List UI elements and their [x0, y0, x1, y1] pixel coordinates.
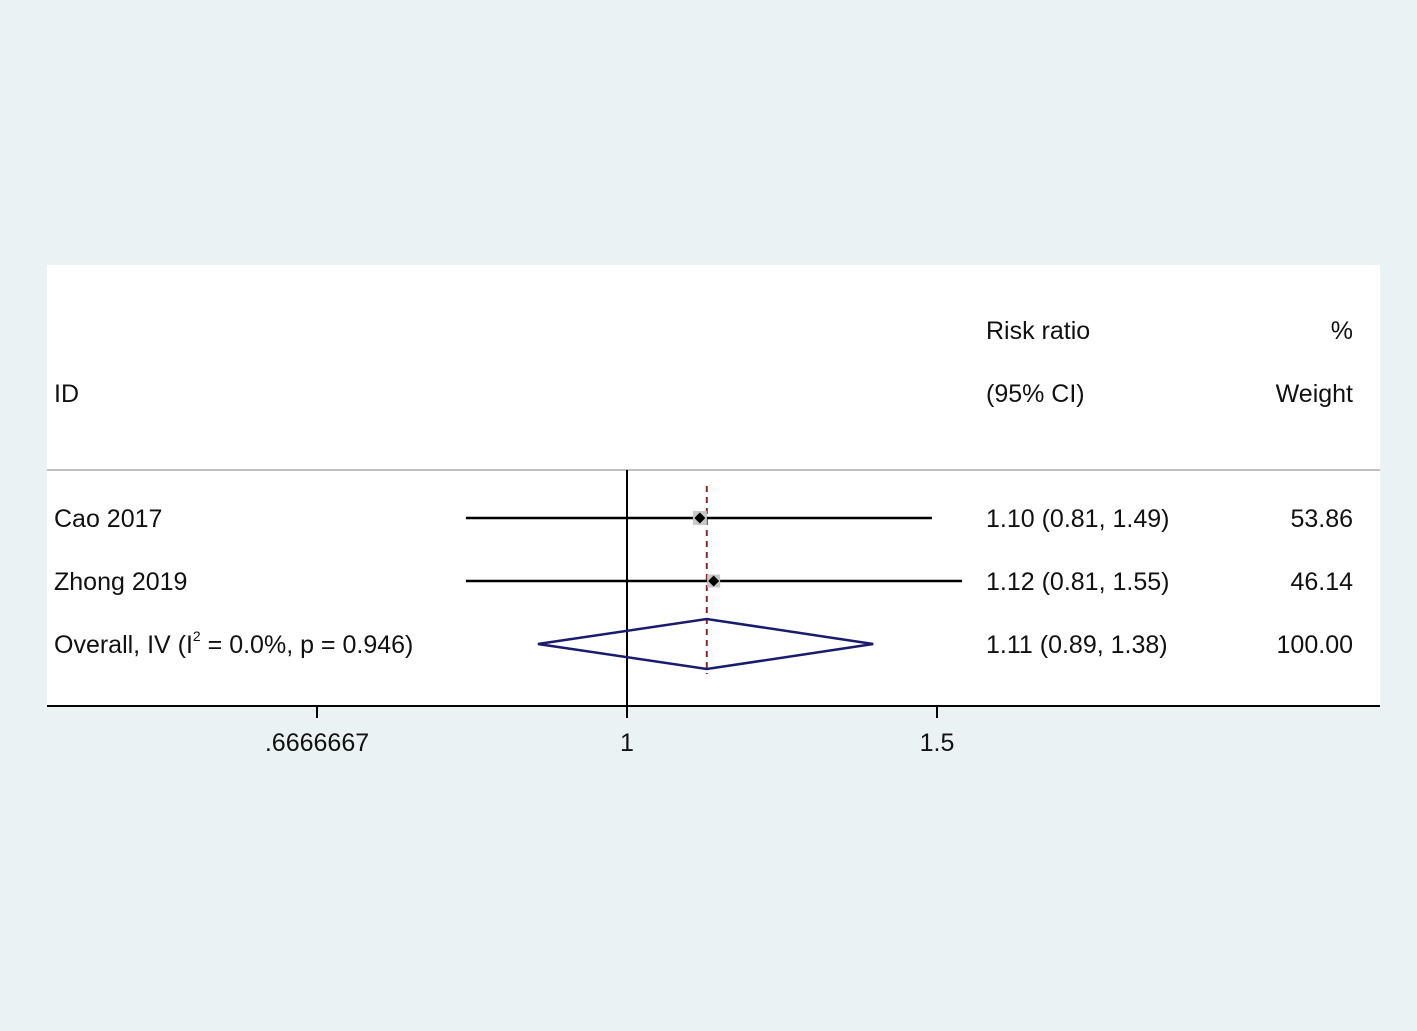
overall-group: Overall, IV (I2 = 0.0%, p = 0.946) 1.11 (… [54, 617, 1353, 671]
overall-weight-text: 100.00 [1277, 631, 1353, 659]
effect-size-header-line2: (95% CI) [986, 380, 1085, 408]
weight-header-line2: Weight [1276, 380, 1353, 408]
x-axis-ticks-group: .6666667 1 1.5 [265, 706, 955, 757]
effect-size-header-line1: Risk ratio [986, 317, 1090, 345]
study-label: Zhong 2019 [54, 568, 187, 596]
overall-ci-text: 1.11 (0.89, 1.38) [986, 631, 1168, 659]
study-row: Zhong 2019 1.12 (0.81, 1.55) 46.14 [54, 568, 1353, 596]
study-point-estimate [708, 575, 720, 587]
study-ci-text: 1.10 (0.81, 1.49) [986, 505, 1169, 533]
overall-diamond [537, 617, 874, 671]
weight-header-line1: % [1331, 317, 1353, 345]
overall-label: Overall, IV (I2 = 0.0%, p = 0.946) [54, 628, 413, 659]
studies-group: Cao 2017 1.10 (0.81, 1.49) 53.86 Zhong 2019… [54, 505, 1353, 596]
study-ci-text: 1.12 (0.81, 1.55) [986, 568, 1169, 596]
study-weight-text: 46.14 [1290, 568, 1353, 596]
overall-label-prefix: Overall, IV (I [54, 631, 193, 659]
study-row: Cao 2017 1.10 (0.81, 1.49) 53.86 [54, 505, 1353, 533]
x-tick-label: 1 [620, 729, 634, 757]
overall-label-superscript: 2 [193, 628, 201, 644]
plot-panel [47, 265, 1380, 707]
study-label: Cao 2017 [54, 505, 162, 533]
overall-label-suffix: = 0.0%, p = 0.946) [201, 631, 414, 659]
study-point-estimate [694, 512, 706, 524]
id-column-header: ID [54, 380, 79, 408]
x-tick-label: 1.5 [920, 729, 955, 757]
study-weight-text: 53.86 [1290, 505, 1353, 533]
x-tick-label: .6666667 [265, 729, 369, 757]
